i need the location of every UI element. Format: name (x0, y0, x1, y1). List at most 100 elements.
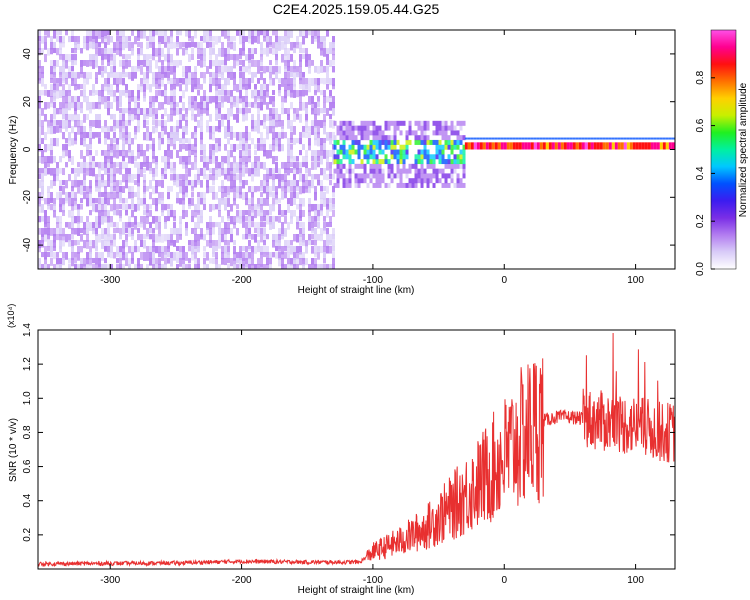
snr-x-ticks: -300 -200 -100 0 100 (100, 330, 644, 586)
heatmap-cell (62, 108, 65, 117)
heatmap-cell (110, 48, 113, 57)
heatmap-cell (299, 66, 302, 73)
heatmap-cell (92, 90, 95, 96)
heatmap-cell (275, 240, 278, 248)
heatmap-cell (161, 90, 164, 97)
heatmap-cell (182, 198, 185, 205)
heatmap-cell (287, 186, 290, 193)
heatmap-cell (248, 144, 251, 150)
heatmap-cell (345, 178, 349, 184)
heatmap-cell (215, 66, 218, 73)
heatmap-cell (110, 66, 113, 74)
heatmap-cell (143, 210, 146, 216)
heatmap-cell (242, 78, 245, 87)
heatmap-cell (224, 126, 227, 133)
heatmap-cell (444, 182, 448, 188)
heatmap-cell (173, 162, 176, 171)
heatmap-cell (194, 240, 197, 249)
heatmap-cell (366, 135, 370, 141)
heatmap-cell (74, 102, 77, 111)
heatmap-cell (134, 114, 137, 120)
heatmap-cell (354, 149, 358, 155)
heatmap-cell (107, 174, 110, 181)
heatmap-cell (167, 192, 170, 200)
heatmap-cell (333, 159, 337, 165)
heatmap-cell (308, 186, 311, 194)
heatmap-cell (131, 252, 134, 261)
heatmap-cell (221, 72, 224, 81)
heatmap-cell (152, 48, 155, 57)
heatmap-cell (299, 150, 302, 156)
heatmap-cell (167, 36, 170, 44)
heatmap-cell (242, 234, 245, 240)
heatmap-cell (227, 150, 230, 159)
heatmap-cell (56, 60, 59, 67)
heatmap-cell (113, 60, 116, 69)
heatmap-cell (44, 102, 47, 110)
heatmap-cell (161, 126, 164, 132)
heatmap-cell (233, 186, 236, 192)
heatmap-cell (104, 150, 107, 159)
heatmap-cell (494, 137, 498, 140)
heatmap-cell (89, 210, 92, 216)
heatmap-cell (137, 180, 140, 187)
heatmap-cell (137, 102, 140, 110)
heatmap-cell (290, 156, 293, 162)
heatmap-cell (233, 162, 236, 169)
heatmap-cell (227, 156, 230, 165)
heatmap-cell (336, 168, 340, 174)
heatmap-cell (254, 210, 257, 219)
heatmap-cell (242, 150, 245, 157)
heatmap-cell (278, 120, 281, 127)
heatmap-cell (173, 228, 176, 235)
heatmap-cell (272, 198, 275, 206)
heatmap-cell (423, 125, 427, 131)
heatmap-cell (369, 168, 373, 174)
heatmap-cell (314, 192, 317, 201)
heatmap-cell (329, 48, 332, 55)
heatmap-cell (155, 246, 158, 254)
heatmap-cell (287, 180, 290, 187)
heatmap-cell (128, 186, 131, 194)
heatmap-cell (236, 204, 239, 210)
heatmap-cell (402, 144, 406, 150)
heatmap-cell (293, 138, 296, 145)
heatmap-cell (110, 174, 113, 183)
heatmap-cell (317, 210, 320, 217)
heatmap-cell (363, 130, 367, 136)
heatmap-cell (290, 72, 293, 78)
heatmap-cell (95, 30, 98, 39)
heatmap-cell (194, 258, 197, 265)
heatmap-cell (62, 180, 65, 186)
heatmap-cell (323, 96, 326, 103)
heatmap-cell (311, 180, 314, 189)
heatmap-cell (62, 150, 65, 159)
heatmap-cell (539, 142, 543, 150)
heatmap-cell (332, 174, 335, 180)
heatmap-cell (423, 130, 427, 136)
heatmap-cell (191, 216, 194, 223)
heatmap-cell (137, 174, 140, 183)
heatmap-cell (411, 178, 415, 184)
heatmap-cell (119, 246, 122, 253)
heatmap-cell (518, 137, 522, 140)
heatmap-cell (119, 114, 122, 121)
heatmap-cell (161, 156, 164, 163)
heatmap-cell (290, 162, 293, 168)
heatmap-cell (152, 234, 155, 243)
heatmap-cell (167, 162, 170, 169)
heatmap-cell (332, 42, 335, 51)
heatmap-cell (110, 234, 113, 243)
heatmap-cell (74, 72, 77, 79)
heatmap-cell (89, 180, 92, 189)
heatmap-cell (447, 159, 451, 165)
heatmap-cell (212, 144, 215, 153)
heatmap-cell (113, 126, 116, 132)
heatmap-cell (89, 138, 92, 145)
heatmap-cell (308, 96, 311, 105)
heatmap-cell (143, 54, 146, 61)
heatmap-cell (110, 186, 113, 194)
heatmap-cell (161, 60, 164, 66)
heatmap-cell (290, 126, 293, 132)
heatmap-cell (50, 198, 53, 204)
